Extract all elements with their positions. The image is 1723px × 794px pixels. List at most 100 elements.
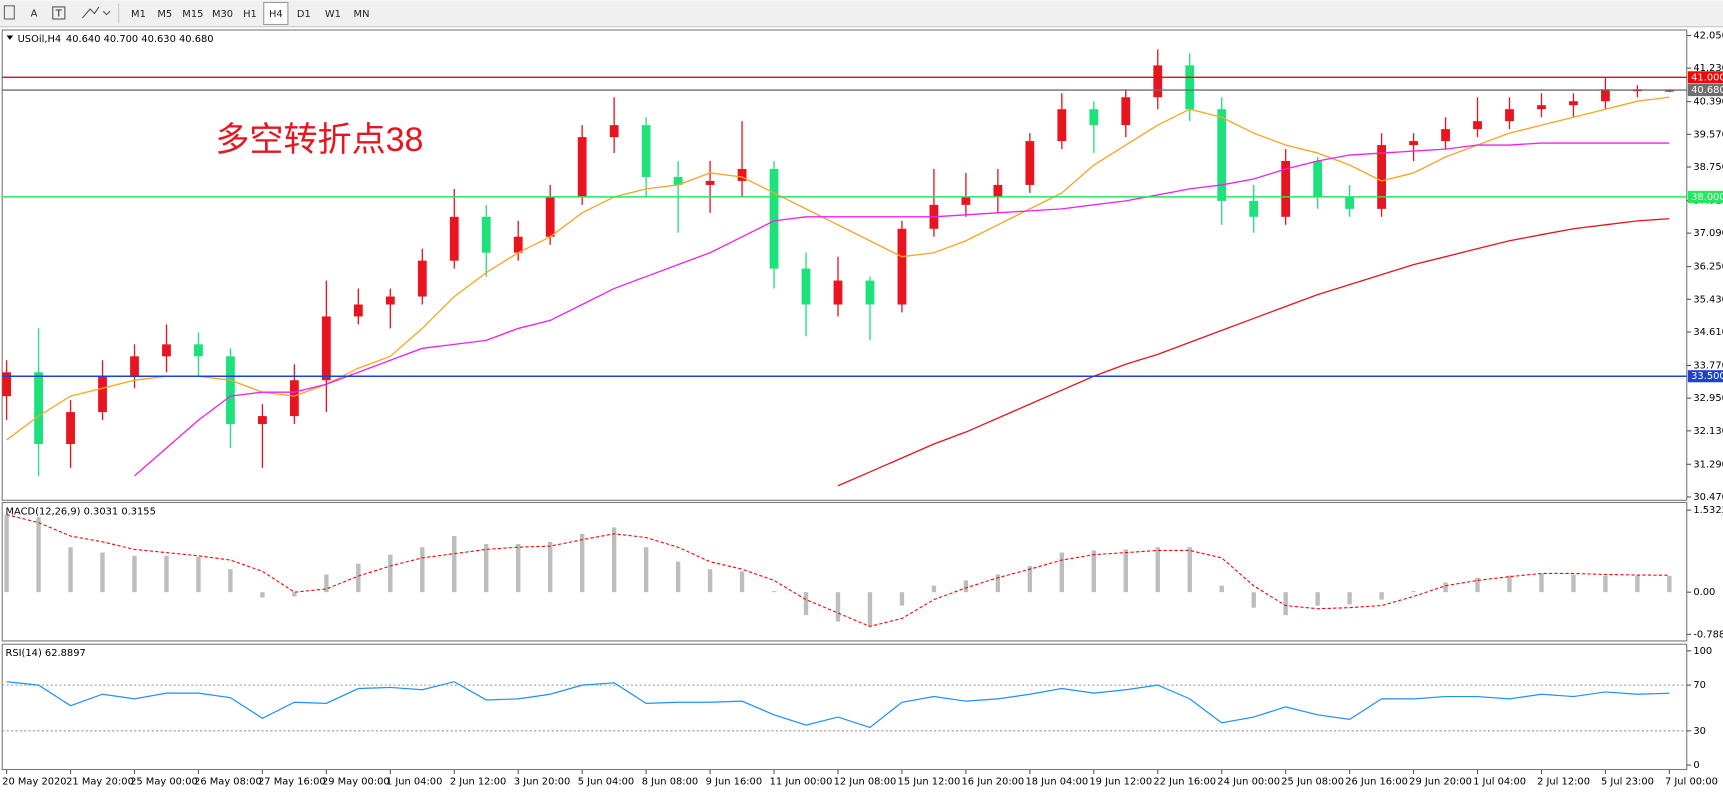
macd-histogram-bar: [1027, 565, 1033, 593]
macd-histogram-bar: [867, 592, 873, 627]
indicator-title: MACD(12,26,9) 0.3031 0.3155: [5, 506, 155, 517]
candle-body: [481, 216, 491, 253]
timeframe-button[interactable]: M5: [157, 9, 172, 20]
x-tick-label: 19 Jun 12:00: [1089, 777, 1152, 788]
candle-body: [66, 412, 75, 444]
candle-body: [2, 372, 11, 397]
y-tick-label: 100: [1693, 646, 1712, 657]
macd-histogram-bar: [260, 592, 265, 598]
x-tick-label: 20 May 2020: [2, 777, 66, 788]
y-tick-label: 40.390: [1693, 97, 1723, 108]
x-tick-label: 25 Jun 08:00: [1281, 777, 1344, 788]
macd-histogram-bar: [1315, 592, 1320, 606]
macd-histogram-bar: [484, 544, 489, 593]
macd-histogram-bar: [739, 571, 745, 593]
timeframe-button[interactable]: H4: [269, 9, 283, 20]
candle-body: [1441, 129, 1450, 142]
candle-body: [353, 304, 363, 317]
candle-body: [737, 168, 747, 181]
moving-average: [837, 218, 1670, 487]
panel-frame: [1, 29, 1688, 501]
candle-body: [1313, 161, 1323, 197]
y-tick-label: 35.430: [1693, 294, 1723, 305]
macd-histogram-bar: [388, 554, 393, 593]
timeframe-button[interactable]: W1: [325, 9, 341, 20]
macd-histogram-bar: [1379, 592, 1384, 600]
candle-body: [194, 344, 203, 357]
x-tick-label: 12 Jun 08:00: [834, 777, 897, 788]
candle-body: [258, 416, 267, 425]
candle-body: [449, 216, 459, 261]
panel: 0 30 70 100 RSI(14) 62.8897: [1, 643, 1712, 771]
candle-body: [961, 196, 971, 205]
y-tick-label: 33.770: [1693, 360, 1723, 371]
macd-histogram-bar: [771, 591, 777, 593]
y-tick-label: 34.610: [1693, 327, 1723, 338]
moving-average: [6, 96, 1670, 441]
timeframe-button[interactable]: M1: [131, 9, 146, 20]
candle-body: [865, 280, 875, 305]
moving-average: [134, 142, 1670, 477]
candle-body: [34, 372, 43, 444]
macd-histogram-bar: [1475, 577, 1480, 593]
timeframe-button[interactable]: H1: [243, 9, 257, 20]
x-tick-label: 27 May 16:00: [258, 777, 326, 788]
y-tick-label: 38.750: [1693, 162, 1723, 173]
timeframe-button[interactable]: D1: [297, 9, 311, 20]
candle-body: [577, 137, 587, 197]
candle-body: [641, 125, 651, 177]
candle-body: [1345, 196, 1355, 209]
y-tick-label: 42.050: [1693, 30, 1723, 41]
x-tick-label: 26 May 08:00: [194, 777, 262, 788]
candle-body: [417, 260, 427, 297]
macd-histogram-bar: [36, 517, 41, 593]
text-tool[interactable]: A: [31, 9, 38, 20]
macd-histogram-bar: [1283, 592, 1288, 616]
candle-body: [1505, 109, 1514, 122]
candle-body: [289, 380, 299, 417]
y-tick-label: -0.7883: [1693, 629, 1723, 640]
timeframe-button[interactable]: M15: [182, 9, 203, 20]
macd-histogram-bar: [899, 592, 905, 606]
plot: [2, 681, 1687, 732]
candle-body: [1409, 141, 1418, 146]
macd-histogram-bar: [931, 585, 937, 593]
macd-histogram-bar: [1091, 550, 1096, 593]
shapes-tool[interactable]: [82, 6, 111, 19]
price-level-label: 38.000: [1691, 192, 1723, 203]
candle-body: [1377, 145, 1386, 209]
macd-histogram-bar: [164, 555, 169, 593]
label-tool[interactable]: [52, 6, 66, 20]
macd-histogram-bar: [1571, 574, 1576, 593]
timeframe-button[interactable]: M30: [212, 9, 233, 20]
macd-histogram-bar: [963, 580, 969, 593]
y-tick-label: 32.130: [1693, 426, 1723, 437]
timeframe-button[interactable]: MN: [354, 9, 370, 20]
candle-body: [1664, 90, 1674, 92]
candle-body: [98, 376, 107, 413]
candle-body: [1601, 89, 1610, 102]
x-tick-label: 1 Jun 04:00: [386, 777, 442, 788]
y-tick-label: 36.250: [1693, 262, 1723, 273]
macd-histogram-bar: [68, 547, 73, 593]
toolbar-bg: [0, 0, 1723, 27]
macd-histogram-bar: [196, 556, 201, 593]
cursor-icon[interactable]: [3, 5, 15, 20]
macd-histogram-bar: [1187, 547, 1192, 593]
macd-histogram-bar: [1507, 575, 1512, 593]
macd-histogram-bar: [1155, 547, 1160, 593]
panel-frame: [1, 643, 1688, 771]
price-level-box: [1687, 370, 1723, 383]
macd-histogram-bar: [1251, 592, 1256, 608]
macd-histogram-bar: [1667, 575, 1672, 593]
candle-body: [226, 356, 235, 425]
candle-body: [545, 196, 555, 237]
candle-body: [1121, 97, 1131, 126]
chart-area: 42.05041.23040.39039.57038.75037.91037.0…: [1, 29, 1723, 788]
ohlc-readout: 40.640 40.700 40.630 40.680: [66, 34, 214, 45]
macd-signal: [6, 514, 1670, 628]
annotation: 多空转折点38: [215, 121, 423, 159]
candle-body: [609, 125, 619, 138]
candle-body: [801, 268, 811, 305]
